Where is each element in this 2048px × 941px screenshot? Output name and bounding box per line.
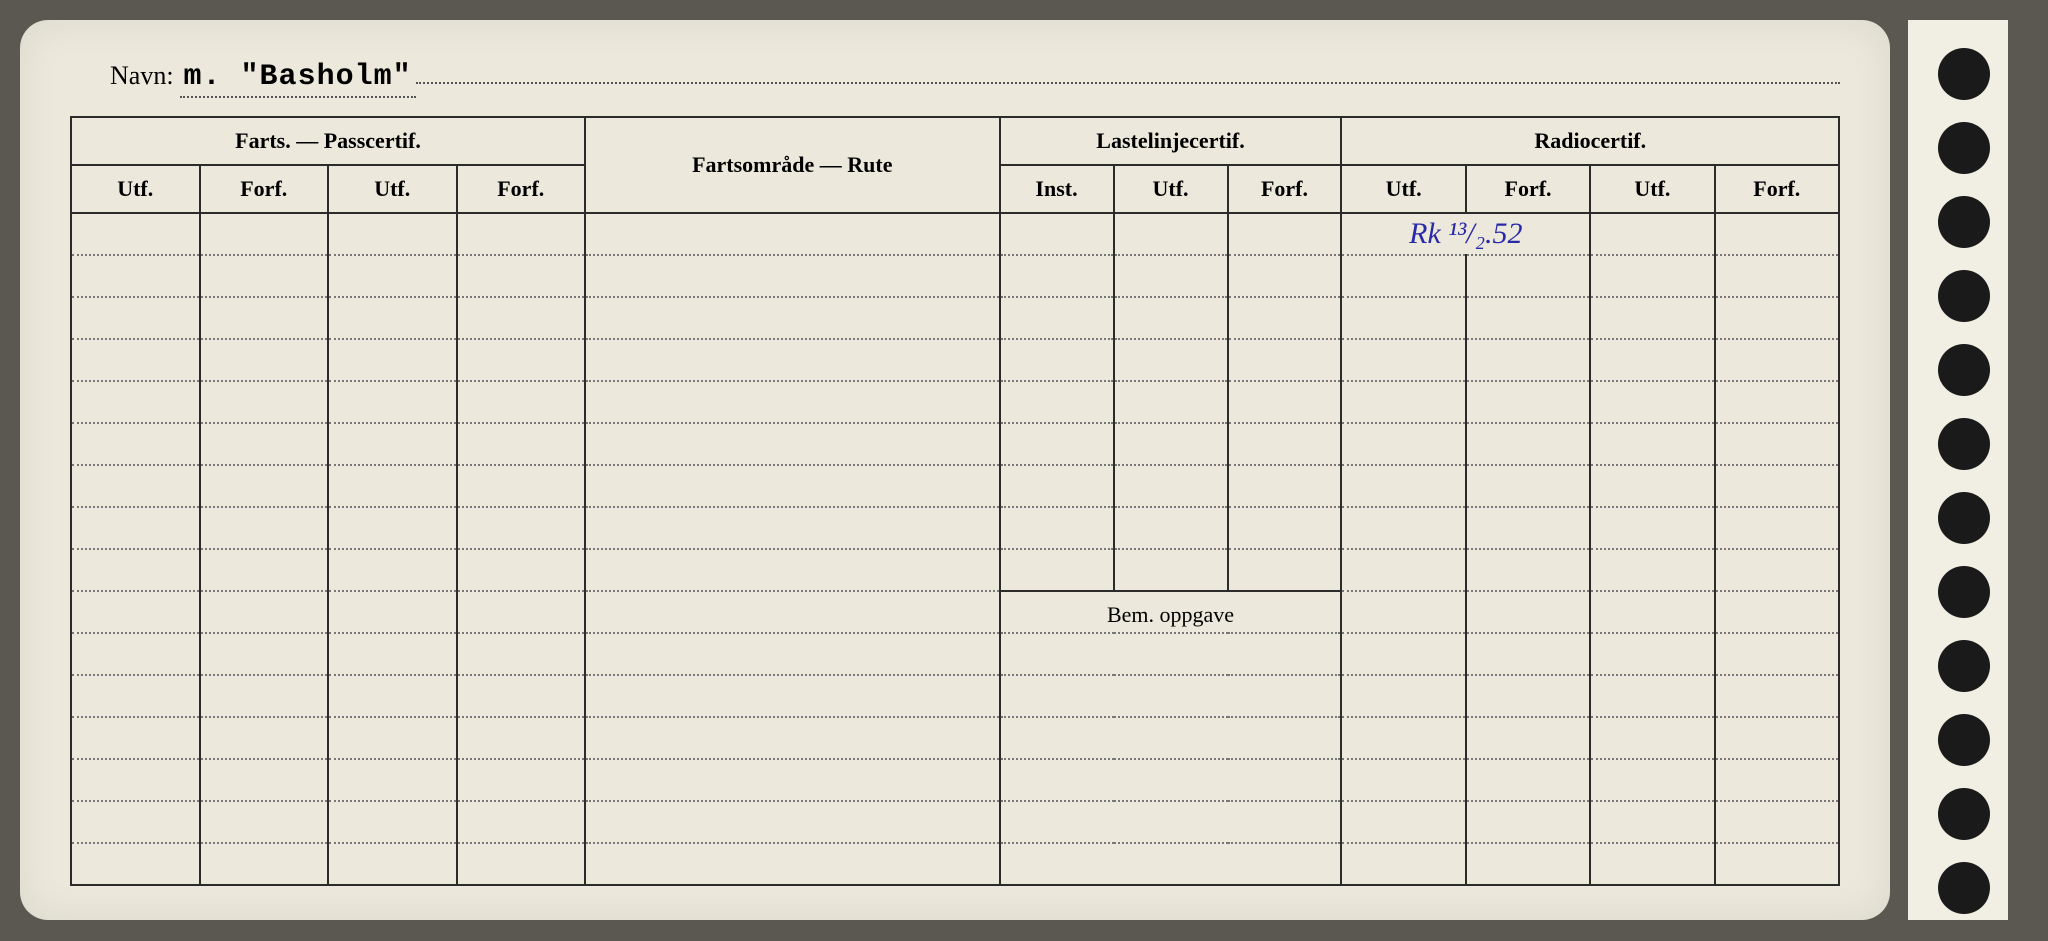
table-row bbox=[71, 297, 1839, 339]
col-utf: Utf. bbox=[1114, 165, 1228, 213]
punch-hole bbox=[1938, 640, 1990, 692]
punch-hole bbox=[1938, 566, 1990, 618]
header-row-groups: Farts. — Passcertif. Fartsområde — Rute … bbox=[71, 117, 1839, 165]
col-forf: Forf. bbox=[1228, 165, 1342, 213]
table-row bbox=[71, 255, 1839, 297]
table-row bbox=[71, 759, 1839, 801]
col-forf: Forf. bbox=[1466, 165, 1590, 213]
name-value: m. "Basholm" bbox=[180, 60, 416, 98]
punch-hole bbox=[1938, 492, 1990, 544]
col-inst: Inst. bbox=[1000, 165, 1114, 213]
punch-hole bbox=[1938, 270, 1990, 322]
table-row bbox=[71, 717, 1839, 759]
punch-hole bbox=[1938, 788, 1990, 840]
header-rute: Fartsområde — Rute bbox=[585, 117, 1000, 213]
certificate-table: Farts. — Passcertif. Fartsområde — Rute … bbox=[70, 116, 1840, 886]
punch-hole bbox=[1938, 48, 1990, 100]
col-utf: Utf. bbox=[328, 165, 457, 213]
table-row bbox=[71, 801, 1839, 843]
table-row bbox=[71, 633, 1839, 675]
handwritten-date: Rk ¹³/₂.52 bbox=[1409, 217, 1522, 250]
punch-hole bbox=[1938, 862, 1990, 914]
table-row bbox=[71, 339, 1839, 381]
col-forf: Forf. bbox=[200, 165, 329, 213]
table-row bbox=[71, 423, 1839, 465]
punch-hole bbox=[1938, 196, 1990, 248]
header-farts: Farts. — Passcertif. bbox=[71, 117, 585, 165]
punch-hole bbox=[1938, 714, 1990, 766]
bem-oppgave-header: Bem. oppgave bbox=[1000, 591, 1342, 633]
col-utf: Utf. bbox=[1341, 165, 1465, 213]
index-card: Navn: m. "Basholm" Farts. — Passcertif. … bbox=[20, 20, 1890, 920]
col-forf: Forf. bbox=[457, 165, 586, 213]
col-utf: Utf. bbox=[1590, 165, 1714, 213]
punch-hole bbox=[1938, 122, 1990, 174]
table-row bbox=[71, 549, 1839, 591]
table-body: Rk ¹³/₂.52 Bem. oppgave bbox=[71, 213, 1839, 885]
col-forf: Forf. bbox=[1715, 165, 1839, 213]
punch-hole bbox=[1938, 418, 1990, 470]
name-label: Navn: bbox=[110, 61, 174, 91]
name-underline bbox=[416, 68, 1840, 84]
table-row bbox=[71, 465, 1839, 507]
header-radio: Radiocertif. bbox=[1341, 117, 1839, 165]
table-row bbox=[71, 507, 1839, 549]
table-row bbox=[71, 381, 1839, 423]
name-row: Navn: m. "Basholm" bbox=[70, 60, 1840, 98]
header-laste: Lastelinjecertif. bbox=[1000, 117, 1342, 165]
punch-hole bbox=[1938, 344, 1990, 396]
table-row bbox=[71, 675, 1839, 717]
table-row: Bem. oppgave bbox=[71, 591, 1839, 633]
table-row: Rk ¹³/₂.52 bbox=[71, 213, 1839, 255]
radio-entry: Rk ¹³/₂.52 bbox=[1341, 213, 1590, 255]
table-row bbox=[71, 843, 1839, 885]
col-utf: Utf. bbox=[71, 165, 200, 213]
